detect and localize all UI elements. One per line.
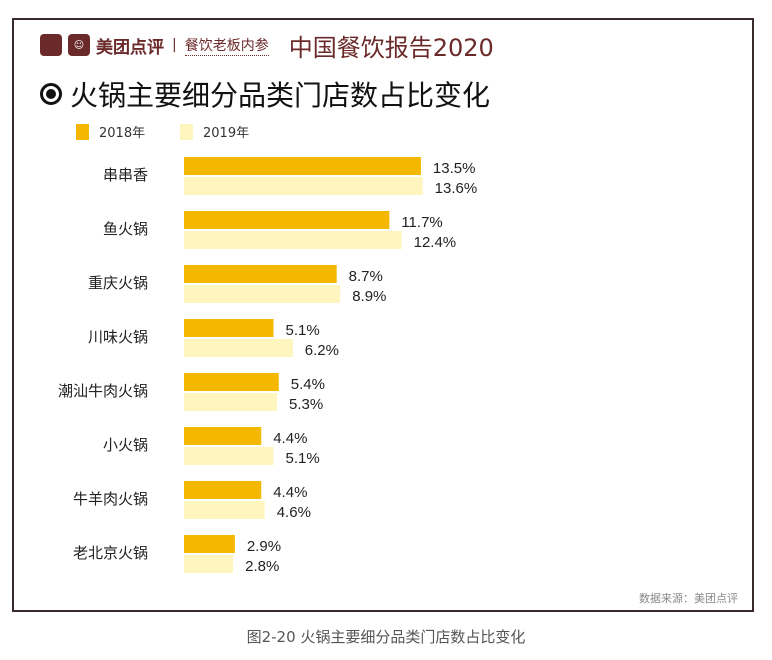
bar-2018	[184, 157, 421, 175]
legend-label: 2019年	[203, 126, 250, 141]
figure-caption: 图2-20 火锅主要细分品类门店数占比变化	[246, 628, 526, 646]
category-label: 老北京火锅	[73, 544, 148, 562]
category-label: 串串香	[103, 166, 148, 184]
category-label: 鱼火锅	[103, 220, 148, 238]
meituan-logo	[40, 34, 62, 56]
chart-frame	[12, 18, 754, 612]
brand-header: ☺ 美团点评 | 餐饮老板内参 中国餐饮报告2020	[40, 30, 494, 62]
legend-swatch-2019	[180, 123, 193, 140]
legend-2018: 2018年	[76, 122, 145, 141]
chart-title: 火锅主要细分品类门店数占比变化	[70, 79, 491, 112]
bar-2018	[184, 211, 390, 229]
bar-2019	[184, 501, 265, 519]
data-label: 4.6%	[277, 504, 311, 521]
bar-2018	[184, 373, 279, 391]
data-label: 6.2%	[305, 342, 339, 359]
bullet-target-icon	[40, 83, 62, 105]
legend-swatch-2018	[76, 123, 89, 140]
bar-2018	[184, 319, 274, 337]
category-label: 牛羊肉火锅	[73, 490, 148, 508]
chart-title-row: 火锅主要细分品类门店数占比变化	[40, 74, 490, 114]
data-label: 4.4%	[273, 430, 307, 447]
data-label: 8.9%	[352, 288, 386, 305]
bar-2019	[184, 339, 293, 357]
bar-2019	[184, 231, 402, 249]
data-label: 2.8%	[245, 558, 279, 575]
data-source: 数据来源：美团点评	[639, 592, 738, 605]
data-label: 5.4%	[291, 376, 325, 393]
brand-separator: |	[172, 37, 177, 53]
legend-label: 2018年	[99, 126, 146, 141]
data-label: 13.5%	[433, 160, 476, 177]
dianping-logo-icon: ☺	[68, 34, 90, 56]
category-label: 潮汕牛肉火锅	[58, 382, 148, 400]
data-label: 12.4%	[414, 234, 457, 251]
category-label: 川味火锅	[88, 328, 148, 346]
legend-2019: 2019年	[180, 122, 249, 141]
bar-2019	[184, 555, 234, 573]
bar-2018	[184, 481, 262, 499]
data-label: 4.4%	[273, 484, 307, 501]
data-label: 5.1%	[286, 450, 320, 467]
bar-2019	[184, 285, 341, 303]
bar-2019	[184, 447, 274, 465]
bar-2018	[184, 265, 337, 283]
bar-2018	[184, 427, 262, 445]
category-label: 重庆火锅	[88, 274, 148, 292]
data-label: 5.1%	[286, 322, 320, 339]
bar-2019	[184, 393, 278, 411]
data-label: 11.7%	[401, 214, 442, 231]
data-label: 5.3%	[289, 396, 323, 413]
brand-name: 美团点评	[96, 37, 164, 58]
data-label: 2.9%	[247, 538, 281, 555]
report-title: 中国餐饮报告2020	[288, 33, 494, 62]
bar-2018	[184, 535, 235, 553]
data-label: 8.7%	[349, 268, 383, 285]
category-label: 小火锅	[103, 436, 148, 454]
data-label: 13.6%	[435, 180, 478, 197]
bar-2019	[184, 177, 423, 195]
partner-name: 餐饮老板内参	[184, 35, 269, 56]
